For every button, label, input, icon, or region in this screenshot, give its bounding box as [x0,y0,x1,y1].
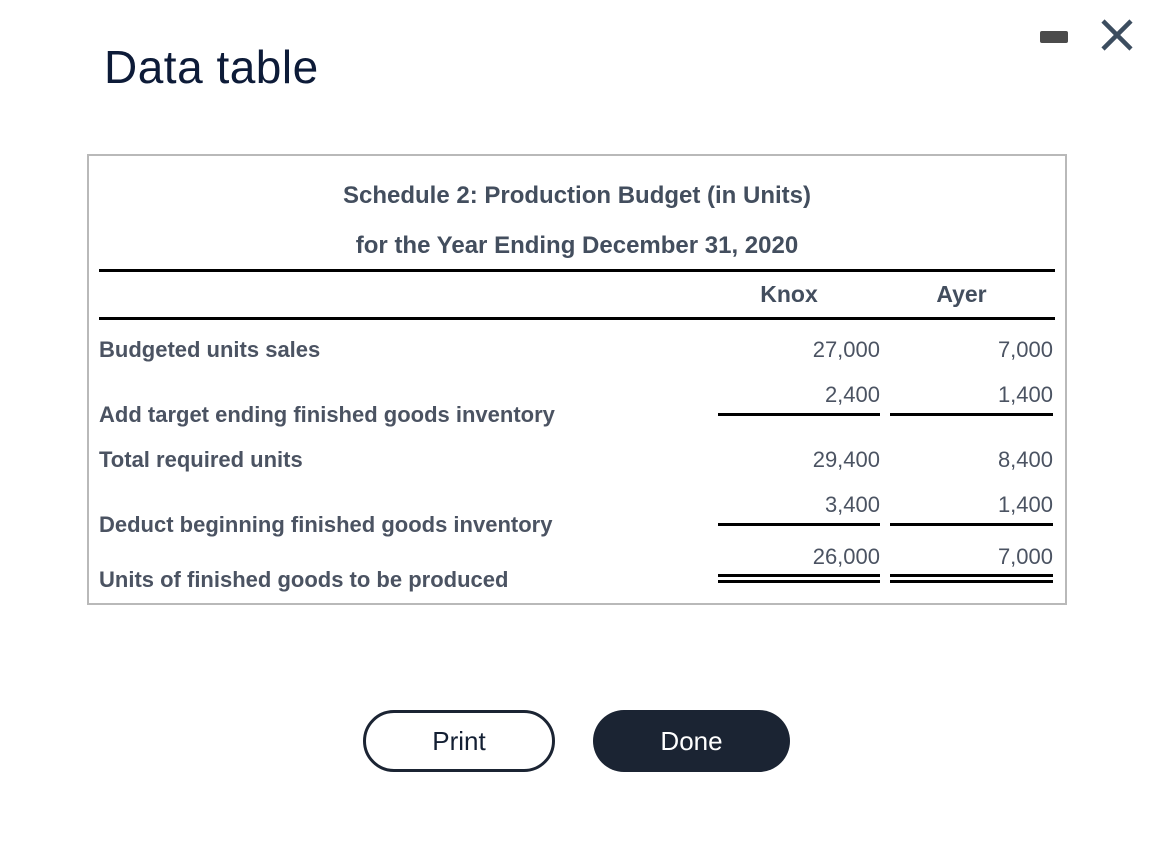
table-row: Units of finished goods to be produced 2… [89,542,1065,597]
ayer-value: 7,000 [890,544,1053,583]
dialog-button-bar: Print Done [0,710,1153,772]
table-row: Budgeted units sales 27,000 7,000 [89,322,1065,377]
knox-value: 26,000 [718,544,880,583]
table-row: Deduct beginning finished goods inventor… [89,487,1065,542]
row-label: Units of finished goods to be produced [99,566,509,592]
knox-value: 3,400 [718,492,880,526]
table-title-line2: for the Year Ending December 31, 2020 [355,232,799,259]
ayer-value: 1,400 [890,492,1053,526]
knox-value: 29,400 [812,446,880,472]
table-row: Add target ending finished goods invento… [89,377,1065,432]
dialog-title: Data table [104,41,319,93]
knox-value: 2,400 [718,382,880,416]
knox-value: 27,000 [812,336,880,362]
column-header-ayer: Ayer [936,281,987,307]
production-budget-table: Schedule 2: Production Budget (in Units)… [87,154,1067,605]
table-header-row: Knox Ayer [99,272,1055,320]
row-label: Total required units [99,446,303,472]
row-label: Add target ending finished goods invento… [99,401,555,427]
table-title-line1: Schedule 2: Production Budget (in Units) [343,182,811,209]
ayer-value: 7,000 [997,336,1053,362]
table-row: Total required units 29,400 8,400 [89,432,1065,487]
title-divider-line [99,269,1055,272]
table-body: Budgeted units sales 27,000 7,000 Add ta… [89,322,1065,597]
ayer-value: 1,400 [890,382,1053,416]
column-header-knox: Knox [760,281,818,307]
minimize-icon[interactable] [1040,31,1068,43]
ayer-value: 8,400 [997,446,1053,472]
row-label: Deduct beginning finished goods inventor… [99,511,553,537]
close-icon[interactable] [1098,16,1136,54]
row-label: Budgeted units sales [99,336,321,362]
print-button[interactable]: Print [363,710,555,772]
done-button[interactable]: Done [593,710,790,772]
